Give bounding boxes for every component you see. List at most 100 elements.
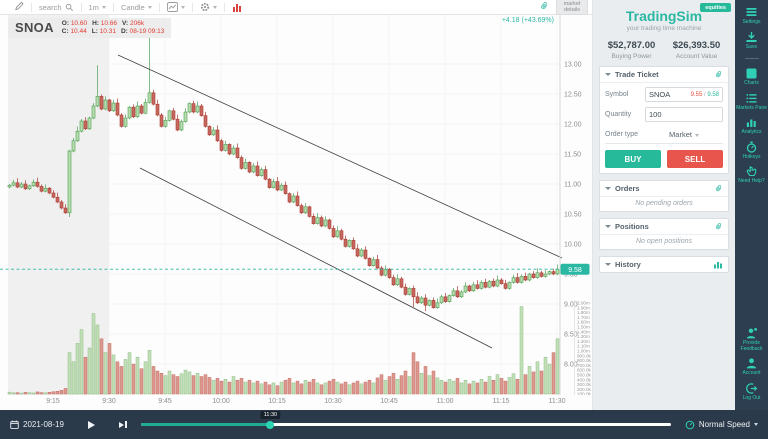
chart-type-select[interactable]: Candle	[121, 3, 152, 12]
svg-text:1.80m: 1.80m	[577, 310, 590, 315]
buy-button[interactable]: BUY	[605, 150, 661, 168]
order-type-select[interactable]: Market	[645, 130, 723, 139]
trade-ticket-header[interactable]: Trade Ticket	[600, 67, 728, 83]
time-axis: 9:15 9:30 9:45 10:00 10:15 10:30 10:45 11:00 11:…	[0, 395, 592, 410]
symbol-input[interactable]: SNOA 9.55 / 9.58	[645, 87, 723, 102]
positions-empty-message: No open positions	[635, 238, 693, 245]
slider-handle[interactable]	[266, 420, 275, 429]
account-balances: $52,787.00 Buying Power $26,393.50 Accou…	[599, 40, 729, 60]
nav-item-label: Account	[742, 370, 761, 376]
trade-ticket-card: Trade Ticket Symbol SNOA 9.55 / 9.58 Qua…	[599, 66, 729, 174]
brand-tagline: your trading time machine	[626, 25, 702, 32]
menu-icon	[745, 6, 758, 19]
svg-text:1.70m: 1.70m	[577, 315, 590, 320]
time-tick-label: 9:15	[46, 398, 60, 405]
nav-item-label: Markets Pane	[736, 104, 767, 111]
nav-item-provide-feedback[interactable]: Provide Feedback	[735, 327, 768, 352]
svg-text:1.00m: 1.00m	[577, 349, 590, 354]
svg-text:300.0k: 300.0k	[577, 382, 591, 387]
toolbar-divider	[31, 2, 32, 12]
positions-card: Positions No open positions	[599, 218, 729, 250]
time-axis-labels: 9:15 9:30 9:45 10:00 10:15 10:30 10:45 11:00 11:…	[0, 395, 567, 410]
main-row: search 1m Candle	[0, 0, 768, 410]
play-button[interactable]	[87, 420, 95, 429]
positions-header[interactable]: Positions	[600, 219, 728, 235]
quantity-input[interactable]: 100	[645, 107, 723, 122]
time-tick-label: 11:00	[436, 398, 454, 405]
trendline[interactable]	[117, 54, 563, 259]
nav-item-need-help[interactable]: Need Help?	[735, 165, 768, 185]
bars-icon	[745, 116, 758, 129]
time-tick-label: 10:30	[324, 398, 342, 405]
svg-text:700.0k: 700.0k	[577, 363, 591, 368]
link-chart-icon[interactable]	[539, 0, 549, 16]
toolbar-divider	[112, 2, 114, 12]
collapse-icon	[605, 263, 611, 266]
orders-card: Orders No pending orders	[599, 180, 729, 212]
nav-item-account[interactable]: Account	[735, 357, 768, 377]
chevron-down-icon	[212, 6, 217, 9]
timeframe-select[interactable]: 1m	[89, 3, 106, 12]
nav-item-hotkeys[interactable]: Hotkeys	[735, 141, 768, 161]
svg-text:1.40m: 1.40m	[577, 329, 590, 334]
order-type-label: Order type	[605, 131, 639, 138]
slider-track[interactable]	[140, 423, 671, 426]
chevron-down-icon	[694, 133, 699, 137]
nav-item-save[interactable]: Save	[735, 31, 768, 51]
account-value-value: $26,393.50	[672, 40, 721, 51]
gear-icon	[200, 2, 209, 12]
orders-header[interactable]: Orders	[600, 181, 728, 197]
nav-item-label: Hotkeys	[742, 153, 761, 160]
timeline-slider[interactable]: 11:30	[140, 410, 671, 439]
brand-logo: TradingSim	[625, 8, 703, 24]
speed-select[interactable]: Normal Speed	[685, 420, 758, 430]
bid-ask-quote: 9.55 / 9.58	[690, 91, 719, 98]
svg-text:9.00: 9.00	[564, 302, 578, 309]
symbol-label: Symbol	[605, 91, 629, 98]
buying-power-label: Buying Power	[611, 53, 652, 60]
nav-item-settings[interactable]: Settings	[735, 6, 768, 26]
chart-settings-button[interactable]	[200, 2, 217, 12]
stopwatch-icon	[745, 141, 758, 154]
volume-bars-icon	[232, 3, 241, 12]
time-tick-label: 10:45	[380, 398, 398, 405]
toolbar-divider	[80, 2, 82, 12]
step-forward-button[interactable]	[118, 421, 127, 428]
nav-item-markets-pane[interactable]: Markets Pane	[735, 92, 768, 112]
chart-style-select[interactable]	[166, 2, 185, 12]
svg-text:12.50: 12.50	[564, 92, 582, 99]
chevron-down-icon	[147, 6, 152, 9]
sell-button[interactable]: SELL	[667, 150, 723, 168]
trading-side-panel: equities TradingSim your trading time ma…	[593, 0, 735, 410]
nav-item-log-out[interactable]: Log Out	[735, 382, 768, 402]
square-icon	[745, 67, 758, 80]
svg-text:600.0k: 600.0k	[577, 368, 591, 373]
svg-text:9.50: 9.50	[564, 272, 578, 279]
speed-gauge-icon	[685, 420, 695, 429]
history-header[interactable]: History	[600, 257, 728, 272]
svg-text:900.0k: 900.0k	[577, 353, 591, 358]
timeframe-value: 1m	[88, 2, 99, 12]
svg-text:1.10m: 1.10m	[577, 344, 590, 349]
nav-item-analytics[interactable]: Analytics	[735, 116, 768, 136]
draw-tool-icon[interactable]	[14, 0, 24, 16]
chart-toolbar: search 1m Candle	[0, 0, 592, 15]
right-nav: Settings Save Charts Markets Pane Analytics H…	[735, 0, 768, 410]
volume-indicator-button[interactable]	[232, 3, 242, 12]
account-value: $26,393.50 Account Value	[664, 40, 729, 60]
trendline[interactable]	[139, 167, 493, 349]
nav-item-label: Charts	[744, 80, 759, 86]
session-date: 2021-08-19	[23, 420, 64, 429]
toolbar-divider	[191, 2, 193, 12]
history-card: History	[599, 256, 729, 273]
candlestick-chart: 13.0012.5012.0011.5011.0010.5010.009.509…	[0, 15, 591, 395]
buying-power: $52,787.00 Buying Power	[599, 40, 664, 60]
chart-canvas[interactable]: 13.00 12.50 12.00 11.50 11.00 10.50 10.00 9.50 9…	[0, 15, 592, 395]
nav-item-charts[interactable]: Charts	[735, 67, 768, 87]
symbol-search[interactable]: search	[39, 3, 74, 12]
market-details-button[interactable]: market details	[556, 0, 588, 15]
person-icon	[745, 357, 758, 370]
date-picker[interactable]: 2021-08-19	[10, 420, 64, 429]
orders-empty-message: No pending orders	[635, 200, 693, 207]
svg-text:11.00: 11.00	[564, 182, 581, 189]
